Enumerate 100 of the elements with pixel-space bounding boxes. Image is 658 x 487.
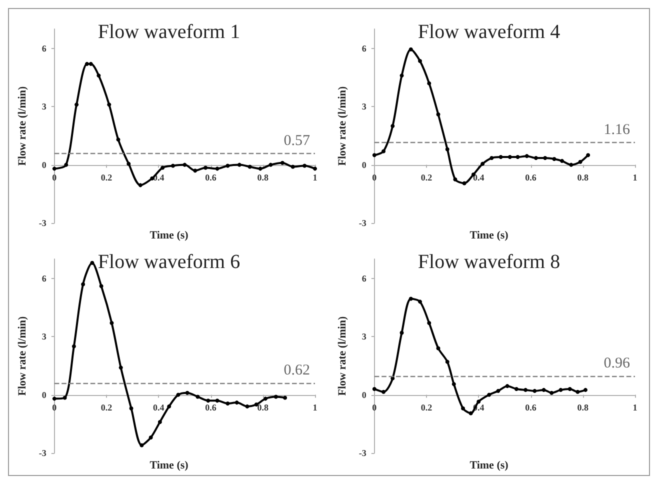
chart-title: Flow waveform 6 [98, 251, 240, 273]
point [390, 124, 395, 128]
y-tick-label: -3 [38, 448, 47, 458]
point [280, 160, 284, 165]
point [84, 62, 89, 66]
point [558, 388, 563, 392]
point [445, 360, 450, 364]
y-tick-label: 0 [362, 160, 367, 170]
point [487, 392, 492, 397]
x-tick-label: 0.6 [525, 402, 537, 412]
point [382, 390, 386, 394]
point [468, 411, 473, 416]
y-tick-label: 0 [42, 160, 47, 170]
point [436, 346, 440, 350]
y-tick-label: 3 [42, 102, 47, 112]
point [418, 300, 422, 304]
x-tick-label: 1 [632, 402, 638, 412]
point [81, 282, 86, 286]
point [524, 388, 528, 392]
point [193, 168, 198, 173]
point [167, 404, 172, 408]
x-tick-label: 0.6 [205, 402, 217, 412]
point [372, 153, 376, 158]
point [560, 158, 564, 163]
point [258, 166, 262, 171]
point [427, 81, 432, 86]
point [568, 386, 572, 391]
x-tick-label: 0.2 [420, 172, 433, 182]
x-tick-label: 0.2 [420, 402, 433, 412]
chart-title: Flow waveform 4 [418, 21, 560, 43]
point [226, 164, 230, 168]
point [110, 321, 114, 326]
point [274, 394, 278, 399]
ref-line-label: 0.57 [284, 133, 310, 150]
point [480, 162, 485, 166]
point [583, 388, 588, 392]
point [160, 166, 165, 170]
point [302, 164, 307, 168]
y-axis-title: Flow rate (l/min) [336, 316, 348, 396]
point [400, 74, 404, 78]
point [118, 366, 123, 370]
y-tick-label: 3 [362, 102, 367, 112]
point [185, 390, 190, 395]
point [372, 386, 376, 391]
point [586, 153, 590, 158]
x-axis-title: Time (s) [150, 460, 189, 472]
point [552, 156, 556, 161]
point [427, 321, 432, 326]
point [237, 162, 242, 167]
chart-title: Flow waveform 8 [418, 251, 560, 273]
x-axis-title: Time (s) [150, 230, 189, 242]
point [268, 162, 273, 167]
point [107, 102, 112, 107]
x-tick-label: 0.6 [205, 172, 217, 182]
point [408, 47, 413, 52]
point [234, 400, 239, 405]
point [62, 396, 67, 400]
y-tick-label: -3 [38, 218, 47, 228]
y-tick-label: 3 [362, 332, 367, 342]
point [138, 183, 142, 188]
x-tick-label: 0.8 [577, 402, 590, 412]
point [436, 112, 440, 116]
point [129, 406, 134, 410]
x-tick-label: 0.6 [525, 172, 537, 182]
point [400, 330, 404, 335]
point [462, 181, 466, 186]
point [496, 388, 500, 393]
point [550, 390, 554, 395]
x-tick-label: 0 [372, 172, 378, 182]
point [148, 435, 153, 440]
point [206, 398, 210, 403]
point [245, 404, 250, 408]
point [226, 402, 230, 406]
y-axis-title: Flow rate (l/min) [336, 86, 348, 166]
point [96, 74, 101, 78]
ref-line-label: 0.96 [604, 356, 630, 372]
point [99, 284, 104, 288]
point [543, 156, 548, 160]
x-tick-label: 0.8 [257, 402, 270, 412]
point [516, 155, 520, 160]
x-tick-label: 0 [52, 172, 58, 182]
point [578, 160, 582, 164]
point [158, 420, 162, 424]
point [196, 394, 200, 399]
point [382, 149, 386, 154]
point [140, 443, 144, 448]
y-axis-title: Flow rate (l/min) [16, 316, 28, 396]
point [452, 382, 456, 386]
point [498, 155, 503, 160]
x-tick-label: 0 [52, 402, 58, 412]
x-tick-label: 1 [312, 402, 318, 412]
x-tick-label: 1 [632, 172, 638, 182]
y-tick-label: 3 [42, 332, 47, 342]
point [74, 102, 79, 107]
point [64, 162, 68, 167]
x-tick-label: 0.2 [100, 172, 113, 182]
x-tick-label: 1 [312, 172, 318, 182]
point [508, 155, 512, 160]
point [176, 392, 180, 397]
point [532, 388, 537, 393]
